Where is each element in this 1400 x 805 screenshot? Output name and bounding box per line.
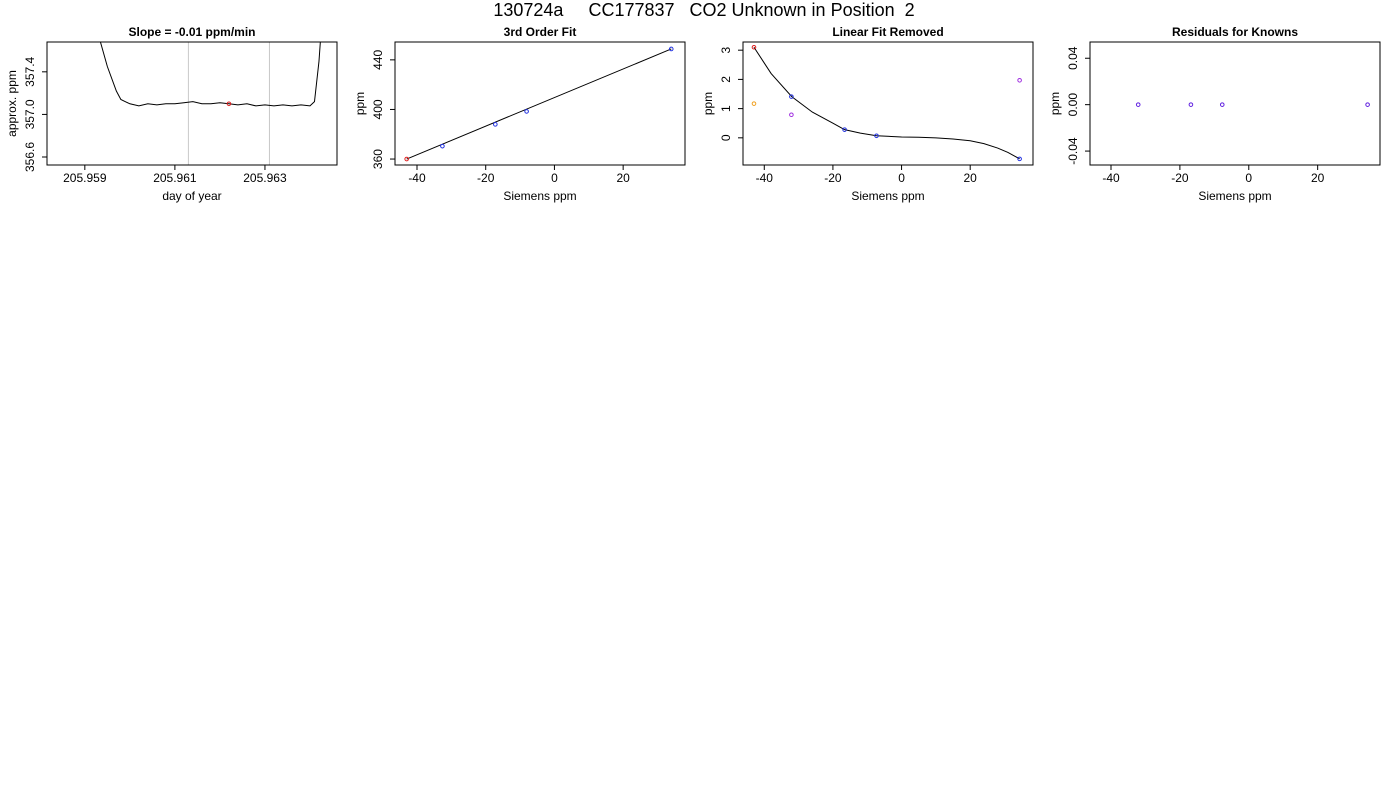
x-tick-label: 0: [898, 171, 905, 185]
x-tick-label: -20: [824, 171, 842, 185]
y-tick-label: 440: [371, 50, 385, 70]
x-tick-label: -20: [1171, 171, 1189, 185]
x-tick-label: 20: [1311, 171, 1325, 185]
page-title: 130724a CC177837 CO2 Unknown in Position…: [493, 0, 914, 20]
data-point: [789, 112, 794, 118]
panel: Linear Fit Removed Siemens ppm ppm -40 -20 0 2…: [701, 25, 1034, 203]
x-tick-label: 20: [616, 171, 630, 185]
y-axis-label: ppm: [701, 92, 715, 115]
y-tick-label: 357.4: [23, 56, 37, 86]
data-point: [1365, 102, 1370, 107]
x-tick-label: -40: [756, 171, 774, 185]
data-point: [751, 101, 757, 106]
y-tick-label: -0.04: [1066, 137, 1080, 165]
x-tick-label: 205.963: [243, 171, 287, 185]
plot-area: [404, 46, 674, 162]
y-tick-label: 2: [719, 76, 733, 83]
panel: Residuals for Knowns Siemens ppm ppm -40 -20…: [1048, 25, 1381, 203]
x-tick-label: -20: [477, 171, 495, 185]
y-axis-label: ppm: [1048, 92, 1062, 115]
x-tick-label: 20: [964, 171, 978, 185]
plot-frame: [46, 41, 338, 166]
x-tick-label: 205.959: [63, 171, 107, 185]
data-point: [751, 44, 757, 50]
data-point: [789, 94, 794, 99]
y-tick-label: 0.00: [1066, 93, 1080, 117]
data-point: [1017, 156, 1022, 162]
y-tick-label: 1: [719, 105, 733, 112]
data-point: [440, 143, 445, 149]
x-tick-label: 0: [551, 171, 558, 185]
plot-frame: [394, 41, 686, 166]
y-tick-label: 3: [719, 47, 733, 54]
y-tick-label: 357.0: [23, 99, 37, 129]
x-tick-label: 205.961: [153, 171, 197, 185]
y-axis-label: ppm: [353, 92, 367, 115]
y-tick-label: 360: [371, 149, 385, 169]
plot-area: [99, 42, 321, 165]
x-axis-label: Siemens ppm: [503, 189, 576, 203]
data-point: [1135, 102, 1141, 107]
data-point: [1188, 102, 1194, 107]
fit-line: [99, 42, 321, 107]
fit-line: [753, 46, 1020, 160]
y-tick-label: 0.04: [1066, 46, 1080, 70]
x-axis-label: Siemens ppm: [1198, 189, 1271, 203]
x-axis-label: Siemens ppm: [851, 189, 924, 203]
data-point: [524, 109, 529, 114]
y-tick-label: 400: [371, 99, 385, 119]
x-axis-label: day of year: [162, 189, 221, 203]
data-point: [874, 133, 879, 139]
plot-area: [1135, 102, 1370, 107]
data-point: [1219, 102, 1225, 107]
plot-area: [751, 44, 1022, 162]
data-point: [668, 46, 674, 52]
data-point: [842, 127, 847, 132]
data-point: [404, 156, 409, 162]
panel-title: Residuals for Knowns: [1172, 25, 1298, 39]
y-tick-label: 356.6: [23, 142, 37, 172]
panel-title: 3rd Order Fit: [504, 25, 577, 39]
panel: 3rd Order Fit Siemens ppm ppm -40 -20 0 20 360 4…: [353, 25, 686, 203]
plot-frame: [1089, 41, 1381, 166]
x-tick-label: -40: [1102, 171, 1120, 185]
panel-title: Linear Fit Removed: [832, 25, 943, 39]
fit-line: [406, 48, 672, 160]
y-tick-label: 0: [719, 134, 733, 141]
panel-title: Slope = -0.01 ppm/min: [128, 25, 255, 39]
plot-frame: [742, 41, 1034, 166]
data-point: [226, 101, 232, 107]
panel: Slope = -0.01 ppm/min day of year approx. …: [5, 25, 338, 203]
data-point: [493, 122, 498, 127]
y-axis-label: approx. ppm: [5, 70, 19, 137]
data-point: [1017, 77, 1022, 83]
x-tick-label: -40: [408, 171, 426, 185]
x-tick-label: 0: [1245, 171, 1252, 185]
